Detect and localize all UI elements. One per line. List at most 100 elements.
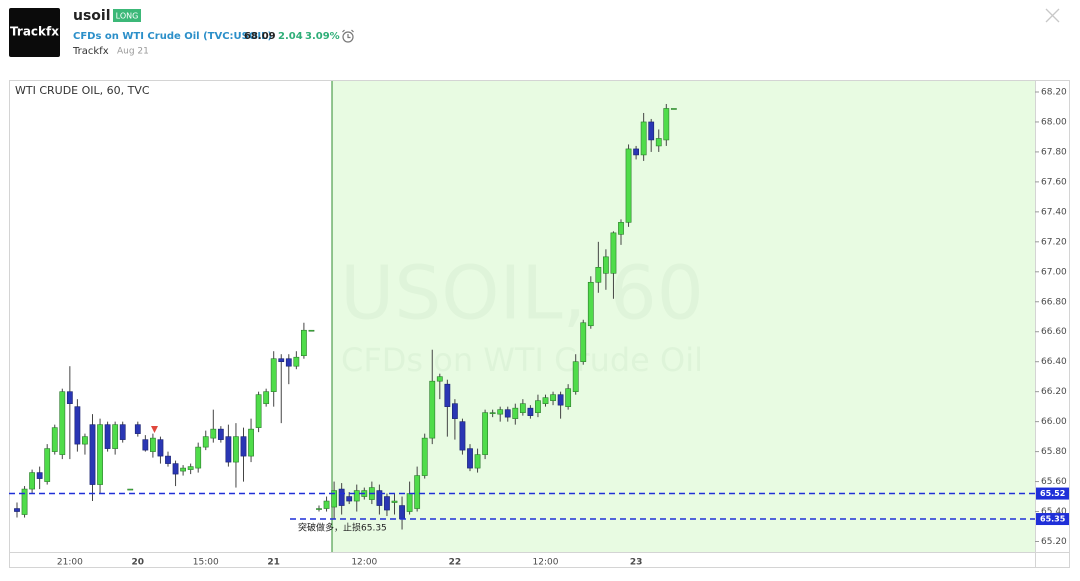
y-tick-label: 67.40: [1041, 207, 1067, 217]
candle-body-up: [489, 412, 496, 414]
price-level-label: 65.52: [1040, 489, 1065, 498]
alarm-icon[interactable]: [342, 29, 354, 43]
candle-body-down: [142, 439, 149, 451]
candle-body-down: [451, 403, 458, 419]
x-tick-label: 21: [267, 558, 280, 568]
candle-body-down: [225, 436, 232, 463]
y-tick-label: 67.20: [1041, 237, 1067, 247]
y-tick-label: 65.40: [1041, 507, 1067, 517]
candle-body-up: [82, 436, 88, 445]
x-tick-label: 20: [132, 558, 145, 568]
candle-body-up: [610, 232, 617, 274]
candle-body-up: [300, 329, 307, 357]
candle-body-up: [587, 281, 594, 327]
candle-body-up: [44, 448, 51, 482]
candle-body-up: [565, 388, 572, 407]
candle-body-up: [51, 427, 58, 452]
candle-body-up: [112, 424, 119, 449]
price-level-tag: [1036, 513, 1069, 526]
candle-body-down: [217, 428, 224, 440]
candle-body-down: [338, 488, 345, 506]
candle-body-up: [202, 436, 209, 448]
candle-body-up: [474, 454, 481, 469]
candle-body-up: [519, 403, 526, 413]
logo-text: Trackfx: [10, 25, 59, 39]
candle-body-down: [104, 424, 111, 449]
candle-body-up: [233, 436, 239, 463]
y-tick-label: 66.80: [1041, 297, 1067, 307]
y-tick-label: 65.80: [1041, 447, 1067, 457]
candle-body-down: [36, 472, 43, 479]
symbol-description[interactable]: CFDs on WTI Crude Oil (TVC:USOIL): [73, 31, 272, 42]
candle-body-down: [240, 436, 247, 457]
candle-body-up: [21, 488, 28, 515]
candle-body-up: [210, 428, 217, 439]
candle-body-down: [384, 496, 390, 511]
close-button[interactable]: [1045, 8, 1060, 23]
y-tick-label: 67.80: [1041, 147, 1067, 157]
candle-body-up: [150, 437, 156, 452]
candle-body-up: [187, 466, 194, 470]
candle-body-up: [618, 222, 624, 235]
candle-body-down: [278, 358, 285, 363]
candle-body-up: [293, 356, 300, 367]
candle-body-up: [542, 397, 549, 404]
candle-body-down: [399, 505, 405, 520]
candle-body-up: [331, 490, 337, 508]
x-tick-label: 23: [630, 558, 643, 568]
candle-body-up: [248, 428, 254, 457]
y-tick-label: 65.60: [1041, 477, 1067, 487]
y-tick-label: 68.20: [1041, 87, 1067, 97]
x-tick-label: 21:00: [57, 558, 83, 568]
candle-body-up: [406, 493, 413, 512]
candle-body-down: [165, 455, 171, 464]
candle-body-up: [127, 488, 134, 491]
author[interactable]: Trackfx: [72, 46, 109, 57]
idea-range: [332, 81, 1035, 552]
badge-bg: [113, 9, 141, 22]
y-tick-label: 66.00: [1041, 417, 1067, 427]
candle-body-up: [29, 472, 35, 490]
candle-body-up: [535, 400, 541, 413]
candle-body-up: [414, 475, 421, 509]
candle-body-down: [89, 424, 96, 485]
candle-body-up: [180, 467, 186, 472]
candle-body-down: [172, 463, 179, 475]
author-logo[interactable]: [9, 8, 60, 57]
candle-body-down: [285, 358, 292, 367]
candle-body-up: [391, 500, 398, 503]
x-tick-label: 12:00: [351, 558, 377, 568]
y-tick-label: 67.60: [1041, 177, 1067, 187]
candle-body-up: [308, 329, 315, 332]
price-change-percent: 3.09%: [305, 31, 340, 42]
candle-body-up: [482, 412, 488, 455]
symbol[interactable]: usoil: [73, 8, 111, 24]
annotation: 突破做多，止损65.35: [298, 522, 387, 534]
candle-body-up: [572, 361, 579, 392]
candle-body-up: [670, 108, 677, 110]
chart-title: WTI CRUDE OIL, 60, TVC: [15, 84, 150, 97]
y-tick-label: 67.00: [1041, 267, 1067, 277]
candle-body-up: [663, 108, 670, 141]
candle-body-up: [512, 407, 519, 419]
price-change: 2.04: [278, 31, 303, 42]
x-tick-label: 15:00: [193, 558, 219, 568]
candle-body-down: [74, 406, 81, 445]
y-tick-label: 66.20: [1041, 387, 1067, 397]
candle-body-up: [640, 121, 647, 156]
candle-body-up: [655, 138, 662, 147]
y-tick-label: 66.40: [1041, 357, 1067, 367]
candle-body-down: [557, 394, 564, 406]
candle-body-down: [467, 448, 473, 469]
candle-body-down: [633, 148, 639, 156]
candle-body-up: [97, 424, 103, 485]
candle-body-down: [648, 121, 655, 141]
candle-body-up: [595, 267, 602, 283]
candle-body-down: [527, 407, 534, 416]
y-tick-label: 66.60: [1041, 327, 1067, 337]
price-level-tag: [1036, 487, 1069, 500]
y-tick-label: 65.20: [1041, 537, 1067, 547]
candle-body-up: [353, 490, 360, 502]
candle-body-up: [602, 256, 609, 274]
